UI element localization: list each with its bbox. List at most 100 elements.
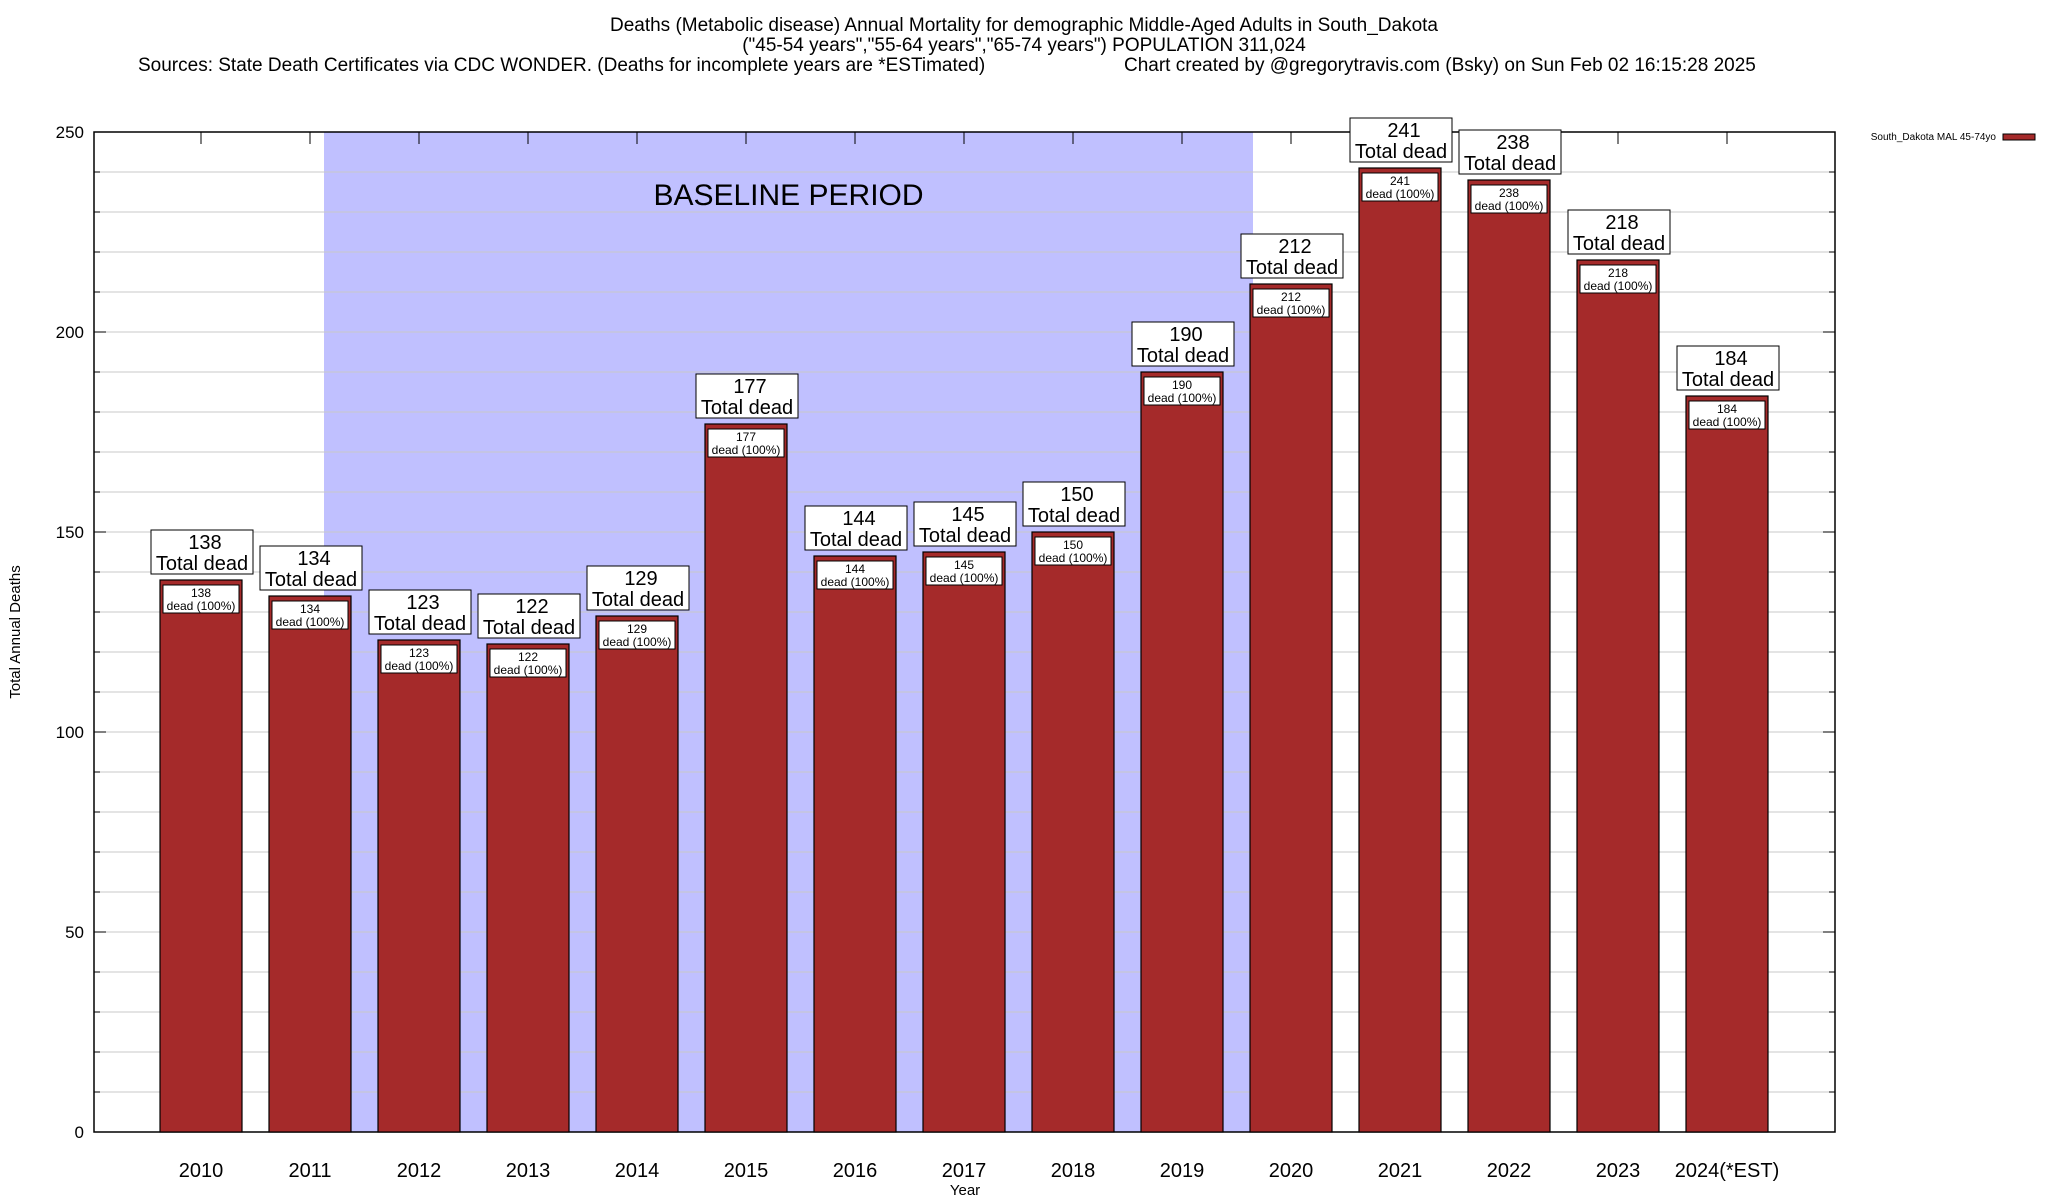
total-label-text: Total dead [810, 529, 902, 551]
x-tick-label: 2015 [724, 1160, 769, 1182]
total-label-value: 212 [1278, 236, 1311, 258]
inner-label-box [707, 428, 785, 458]
legend-label: South_Dakota MAL 45-74yo [1871, 132, 1997, 143]
x-tick-label: 2010 [179, 1160, 224, 1182]
inner-label-box [925, 556, 1003, 586]
bar [1685, 395, 1769, 1133]
total-label-box [586, 565, 690, 611]
inner-label-box [598, 620, 676, 650]
inner-label-box [271, 600, 349, 630]
total-label-box [1349, 117, 1453, 163]
total-label-value: 129 [624, 568, 657, 590]
inner-label-text: dead (100%) [1148, 391, 1217, 405]
x-axis-title: Year [950, 1182, 980, 1199]
x-tick-label: 2018 [1051, 1160, 1096, 1182]
total-label-value: 177 [733, 376, 766, 398]
inner-label-box [380, 644, 458, 674]
inner-label-box [162, 584, 240, 614]
chart-title: Deaths (Metabolic disease) Annual Mortal… [610, 15, 1438, 36]
inner-label-box [1688, 400, 1766, 430]
inner-label-box [1143, 376, 1221, 406]
inner-label-text: dead (100%) [1475, 199, 1544, 213]
total-label-box [1458, 129, 1562, 175]
inner-label-box [1470, 184, 1548, 214]
total-label-text: Total dead [1137, 345, 1229, 367]
x-tick-label: 2016 [833, 1160, 878, 1182]
total-label-text: Total dead [265, 569, 357, 591]
x-tick-label: 2012 [397, 1160, 442, 1182]
inner-label-box [1252, 288, 1330, 318]
x-tick-label: 2022 [1487, 1160, 1532, 1182]
inner-label-value: 218 [1608, 266, 1628, 280]
inner-label-value: 122 [518, 650, 538, 664]
total-label-value: 238 [1496, 132, 1529, 154]
legend-swatch [2002, 133, 2036, 141]
inner-label-value: 129 [627, 622, 647, 636]
y-tick-label: 150 [56, 523, 84, 542]
inner-label-text: dead (100%) [712, 443, 781, 457]
total-label-text: Total dead [374, 613, 466, 635]
chart-credit: Chart created by @gregorytravis.com (Bsk… [1124, 55, 1756, 76]
y-tick-label: 100 [56, 723, 84, 742]
total-label-value: 241 [1387, 120, 1420, 142]
total-label-box [1567, 209, 1671, 255]
total-label-box [477, 593, 581, 639]
total-label-value: 138 [188, 532, 221, 554]
inner-label-value: 177 [736, 430, 756, 444]
total-label-text: Total dead [1028, 505, 1120, 527]
total-label-text: Total dead [156, 553, 248, 575]
bar [1467, 179, 1551, 1133]
baseline-annotation: BASELINE PERIOD [653, 179, 923, 212]
total-label-box [804, 505, 908, 551]
inner-label-value: 190 [1172, 378, 1192, 392]
total-label-text: Total dead [483, 617, 575, 639]
y-tick-label: 200 [56, 323, 84, 342]
total-label-value: 145 [951, 504, 984, 526]
bar [922, 551, 1006, 1133]
inner-label-text: dead (100%) [1693, 415, 1762, 429]
inner-label-box [1579, 264, 1657, 294]
total-label-text: Total dead [1246, 257, 1338, 279]
x-tick-label: 2023 [1596, 1160, 1641, 1182]
inner-label-text: dead (100%) [385, 659, 454, 673]
inner-label-box [816, 560, 894, 590]
x-tick-label: 2011 [288, 1160, 331, 1182]
inner-label-text: dead (100%) [494, 663, 563, 677]
inner-label-value: 144 [845, 562, 865, 576]
inner-label-value: 123 [409, 646, 429, 660]
y-tick-label: 50 [65, 923, 84, 942]
y-tick-label: 0 [75, 1123, 84, 1142]
bar [1140, 371, 1224, 1133]
inner-label-text: dead (100%) [1584, 279, 1653, 293]
inner-label-value: 184 [1717, 402, 1737, 416]
x-tick-label: 2024(*EST) [1675, 1160, 1780, 1182]
total-label-text: Total dead [1355, 141, 1447, 163]
total-label-box [259, 545, 363, 591]
total-label-value: 190 [1169, 324, 1202, 346]
inner-label-text: dead (100%) [1039, 551, 1108, 565]
total-label-box [1131, 321, 1235, 367]
total-label-box [368, 589, 472, 635]
total-label-value: 134 [297, 548, 330, 570]
bar [595, 615, 679, 1133]
total-label-value: 184 [1714, 348, 1747, 370]
x-tick-label: 2017 [942, 1160, 987, 1182]
total-label-box [1022, 481, 1126, 527]
inner-label-value: 134 [300, 602, 320, 616]
inner-label-text: dead (100%) [1257, 303, 1326, 317]
bar [813, 555, 897, 1133]
inner-label-text: dead (100%) [603, 635, 672, 649]
bar [1358, 167, 1442, 1133]
y-axis-title: Total Annual Deaths [7, 565, 24, 698]
bar [1031, 531, 1115, 1133]
bar [377, 639, 461, 1133]
total-label-box [1676, 345, 1780, 391]
y-tick-label: 250 [56, 123, 84, 142]
bar [268, 595, 352, 1133]
total-label-text: Total dead [1464, 153, 1556, 175]
bar [159, 579, 243, 1133]
total-label-text: Total dead [592, 589, 684, 611]
total-label-value: 123 [406, 592, 439, 614]
x-tick-label: 2021 [1378, 1160, 1423, 1182]
